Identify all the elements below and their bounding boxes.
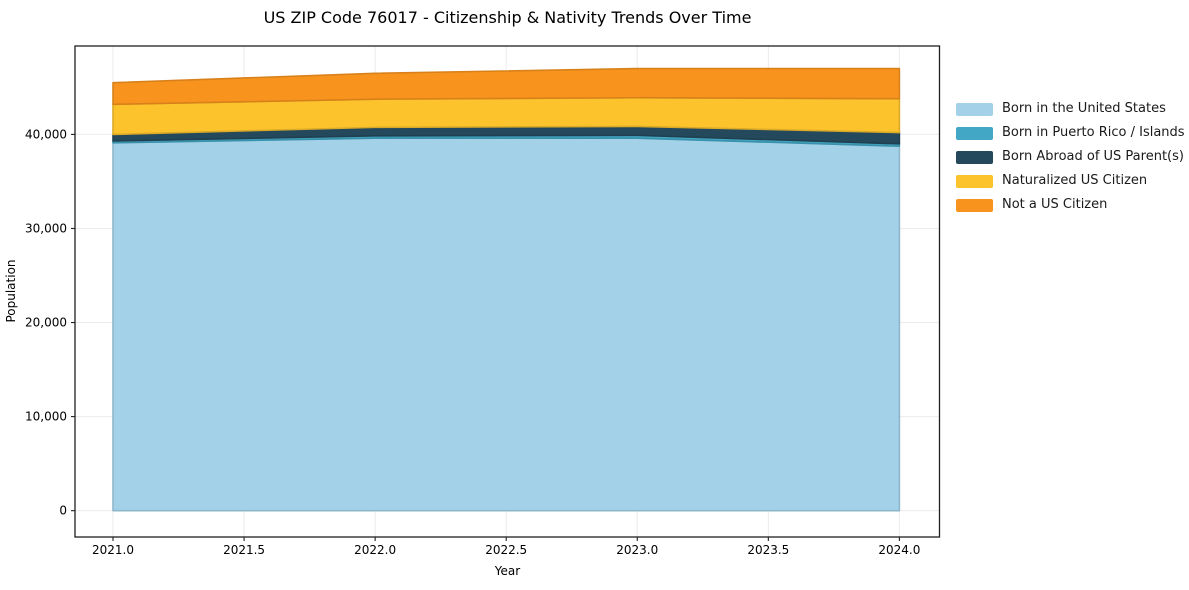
x-tick-label: 2022.5 xyxy=(485,543,527,557)
plot-border xyxy=(74,45,941,538)
legend-swatch-icon xyxy=(956,198,993,212)
legend: Born in the United States Born in Puerto… xyxy=(956,102,1185,212)
legend-label: Not a US Citizen xyxy=(1002,197,1108,212)
legend-label: Born Abroad of US Parent(s) xyxy=(1002,149,1184,164)
axes-layer xyxy=(71,45,941,541)
y-tick-label: 0 xyxy=(59,504,67,518)
y-tick-label: 40,000 xyxy=(25,127,67,141)
legend-label: Naturalized US Citizen xyxy=(1002,173,1148,188)
legend-item: Born in Puerto Rico / Islands xyxy=(956,126,1185,140)
legend-swatch-icon xyxy=(956,174,993,188)
legend-item: Naturalized US Citizen xyxy=(956,174,1185,188)
x-tick-label: 2021.5 xyxy=(223,543,265,557)
area-series-0 xyxy=(112,137,901,512)
legend-label: Born in Puerto Rico / Islands xyxy=(1002,125,1185,140)
legend-item: Born Abroad of US Parent(s) xyxy=(956,150,1185,164)
x-axis-label: Year xyxy=(494,564,521,578)
legend-label: Born in the United States xyxy=(1002,101,1166,116)
y-tick-label: 30,000 xyxy=(25,221,67,235)
legend-item: Not a US Citizen xyxy=(956,198,1185,212)
legend-item: Born in the United States xyxy=(956,102,1185,116)
area-series-4 xyxy=(112,67,901,106)
tick-label-layer: 2021.0 2021.5 2022.0 2022.5 2023.0 2023.5 2024… xyxy=(25,127,920,557)
x-tick-label: 2023.0 xyxy=(616,543,658,557)
legend-swatch-icon xyxy=(956,126,993,140)
y-tick-label: 20,000 xyxy=(25,316,67,330)
chart-title: US ZIP Code 76017 - Citizenship & Nativi… xyxy=(263,8,752,27)
x-tick-label: 2024.0 xyxy=(878,543,920,557)
legend-swatch-icon xyxy=(956,150,993,164)
x-tick-label: 2021.0 xyxy=(92,543,134,557)
stacked-area-layer xyxy=(112,67,901,512)
x-tick-label: 2023.5 xyxy=(747,543,789,557)
legend-swatch-icon xyxy=(956,102,993,116)
y-axis-label: Population xyxy=(4,259,18,323)
x-tick-label: 2022.0 xyxy=(354,543,396,557)
y-tick-label: 10,000 xyxy=(25,410,67,424)
